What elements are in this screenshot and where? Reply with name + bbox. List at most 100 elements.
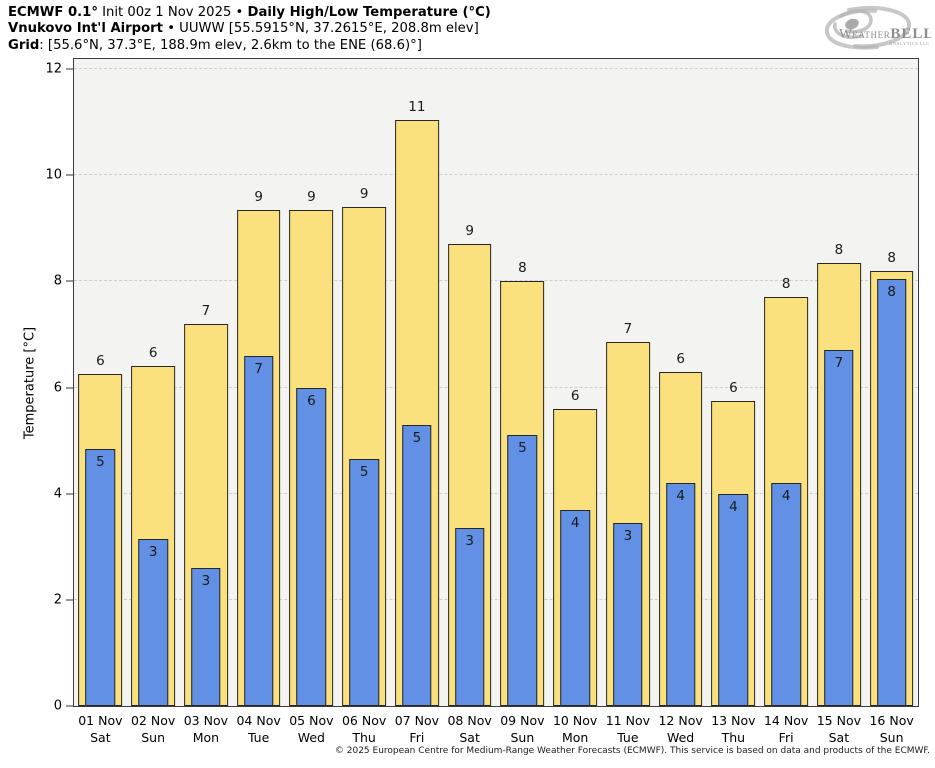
- low-temp-value: 5: [96, 453, 105, 470]
- x-tick-weekday: Tue: [247, 730, 270, 745]
- high-temp-value: 6: [148, 345, 158, 362]
- low-temp-value: 4: [729, 498, 738, 515]
- high-temp-value: 8: [518, 260, 527, 277]
- x-tick-label: 07 Nov Fri: [395, 712, 439, 746]
- low-temp-value: 3: [465, 533, 474, 550]
- x-tick-date: 08 Nov: [447, 713, 492, 728]
- model-name: ECMWF 0.1°: [8, 5, 98, 20]
- x-tick-date: 01 Nov: [78, 713, 123, 728]
- y-tick-label-6: 6: [53, 380, 62, 396]
- x-tick-weekday: Fri: [778, 730, 794, 745]
- x-tick-weekday: Tue: [617, 730, 639, 745]
- low-temp-bar: [560, 509, 590, 706]
- x-tick-label: 04 Nov Tue: [236, 712, 280, 746]
- day-slot-11-nov: 7 3 11 Nov Tue: [602, 59, 655, 745]
- y-tick-mark-10: [66, 174, 73, 176]
- x-tick-date: 06 Nov: [341, 713, 387, 728]
- low-temp-bar: [243, 355, 274, 706]
- y-tick-label-0: 0: [53, 698, 62, 714]
- x-tick-date: 11 Nov: [605, 713, 651, 728]
- low-temp-bar: [876, 278, 907, 706]
- x-tick-label: 05 Nov Wed: [289, 712, 333, 746]
- y-tick-label-4: 4: [53, 486, 62, 502]
- high-temp-value: 7: [623, 321, 633, 338]
- low-temp-value: 3: [201, 573, 211, 590]
- x-tick-date: 13 Nov: [711, 713, 756, 728]
- title-line-model: ECMWF 0.1° Init 00z 1 Nov 2025 • Daily H…: [8, 5, 491, 21]
- high-temp-value: 6: [96, 353, 105, 370]
- x-tick-label: 08 Nov Sat: [447, 712, 491, 746]
- gridline-12: [74, 68, 918, 70]
- hurricane-swirl-icon: WEATHERBELL ANALYTICS LLC: [824, 5, 933, 50]
- x-tick-weekday: Wed: [666, 730, 695, 745]
- x-tick-date: 02 Nov: [130, 713, 176, 728]
- low-temp-value: 5: [359, 464, 369, 481]
- station-coords: • UUWW [55.5915°N, 37.2615°E, 208.8m ele…: [163, 21, 479, 37]
- title-line-station: Vnukovo Int'l Airport • UUWW [55.5915°N,…: [8, 21, 491, 37]
- day-slot-09-nov: 8 5 09 Nov Sun: [496, 59, 549, 745]
- y-tick-mark-12: [66, 68, 73, 70]
- y-tick-label-10: 10: [45, 167, 62, 183]
- high-temp-value: 7: [201, 302, 211, 319]
- high-temp-value: 6: [570, 387, 580, 404]
- low-temp-bar: [296, 387, 327, 706]
- x-tick-weekday: Sat: [828, 730, 850, 745]
- x-tick-weekday: Wed: [297, 730, 325, 745]
- low-temp-value: 8: [887, 283, 896, 300]
- gridline-8: [74, 280, 918, 282]
- x-tick-label: 15 Nov Sat: [817, 712, 861, 746]
- chart-header: ECMWF 0.1° Init 00z 1 Nov 2025 • Daily H…: [8, 5, 491, 54]
- low-temp-bar: [665, 483, 696, 706]
- grid-coords: : [55.6°N, 37.3°E, 188.9m elev, 2.6km to…: [39, 37, 422, 53]
- y-tick-label-2: 2: [53, 592, 62, 608]
- copyright-note: © 2025 European Centre for Medium-Range …: [334, 746, 930, 756]
- low-temp-value: 5: [412, 429, 422, 446]
- x-tick-weekday: Sun: [879, 730, 904, 745]
- x-tick-date: 09 Nov: [500, 713, 545, 728]
- low-temp-value: 7: [834, 355, 844, 372]
- gridline-10: [74, 174, 918, 176]
- svg-text:WEATHERBELL: WEATHERBELL: [839, 26, 931, 42]
- y-tick-mark-4: [66, 493, 73, 495]
- x-tick-weekday: Sat: [90, 730, 111, 745]
- x-tick-weekday: Sun: [510, 730, 535, 745]
- y-axis-label: Temperature [°C]: [22, 326, 38, 440]
- low-temp-bar: [613, 522, 643, 706]
- day-slot-02-nov: 6 3 02 Nov Sun: [127, 59, 180, 745]
- low-temp-bar: [718, 493, 749, 706]
- high-temp-value: 9: [465, 223, 474, 240]
- day-slot-06-nov: 9 5 06 Nov Thu: [338, 59, 391, 745]
- x-tick-date: 16 Nov: [869, 713, 914, 728]
- high-temp-value: 9: [307, 188, 316, 205]
- title-line-grid: Grid: [55.6°N, 37.3°E, 188.9m elev, 2.6k…: [8, 38, 491, 54]
- low-temp-bar: [85, 448, 116, 706]
- high-temp-value: 8: [834, 241, 844, 258]
- x-tick-label: 10 Nov Mon: [553, 712, 597, 746]
- day-slot-14-nov: 8 4 14 Nov Fri: [760, 59, 813, 745]
- high-temp-value: 9: [359, 186, 369, 203]
- x-tick-date: 10 Nov: [552, 713, 598, 728]
- low-temp-value: 4: [570, 514, 580, 531]
- low-temp-value: 7: [254, 360, 263, 377]
- low-temp-value: 4: [676, 488, 685, 505]
- day-slot-07-nov: 11 5 07 Nov Fri: [391, 59, 444, 745]
- x-tick-label: 09 Nov Sun: [500, 712, 544, 746]
- x-tick-label: 16 Nov Sun: [869, 712, 913, 746]
- low-temp-bar: [824, 350, 854, 706]
- low-temp-bar: [454, 528, 485, 706]
- x-tick-date: 15 Nov: [816, 713, 862, 728]
- low-temp-value: 6: [307, 392, 316, 409]
- low-temp-bar: [191, 568, 221, 706]
- x-tick-weekday: Sun: [141, 730, 166, 745]
- gridline-4: [74, 492, 918, 494]
- y-tick-mark-2: [66, 599, 73, 601]
- x-tick-weekday: Fri: [409, 730, 425, 745]
- y-tick-mark-6: [66, 387, 73, 389]
- day-slot-03-nov: 7 3 03 Nov Mon: [180, 59, 233, 745]
- low-temp-bar: [771, 483, 801, 706]
- y-tick-mark-0: [66, 705, 73, 707]
- x-tick-label: 11 Nov Tue: [606, 712, 650, 746]
- x-tick-weekday: Sat: [459, 730, 480, 745]
- init-time: Init 00z 1 Nov 2025 •: [97, 5, 248, 20]
